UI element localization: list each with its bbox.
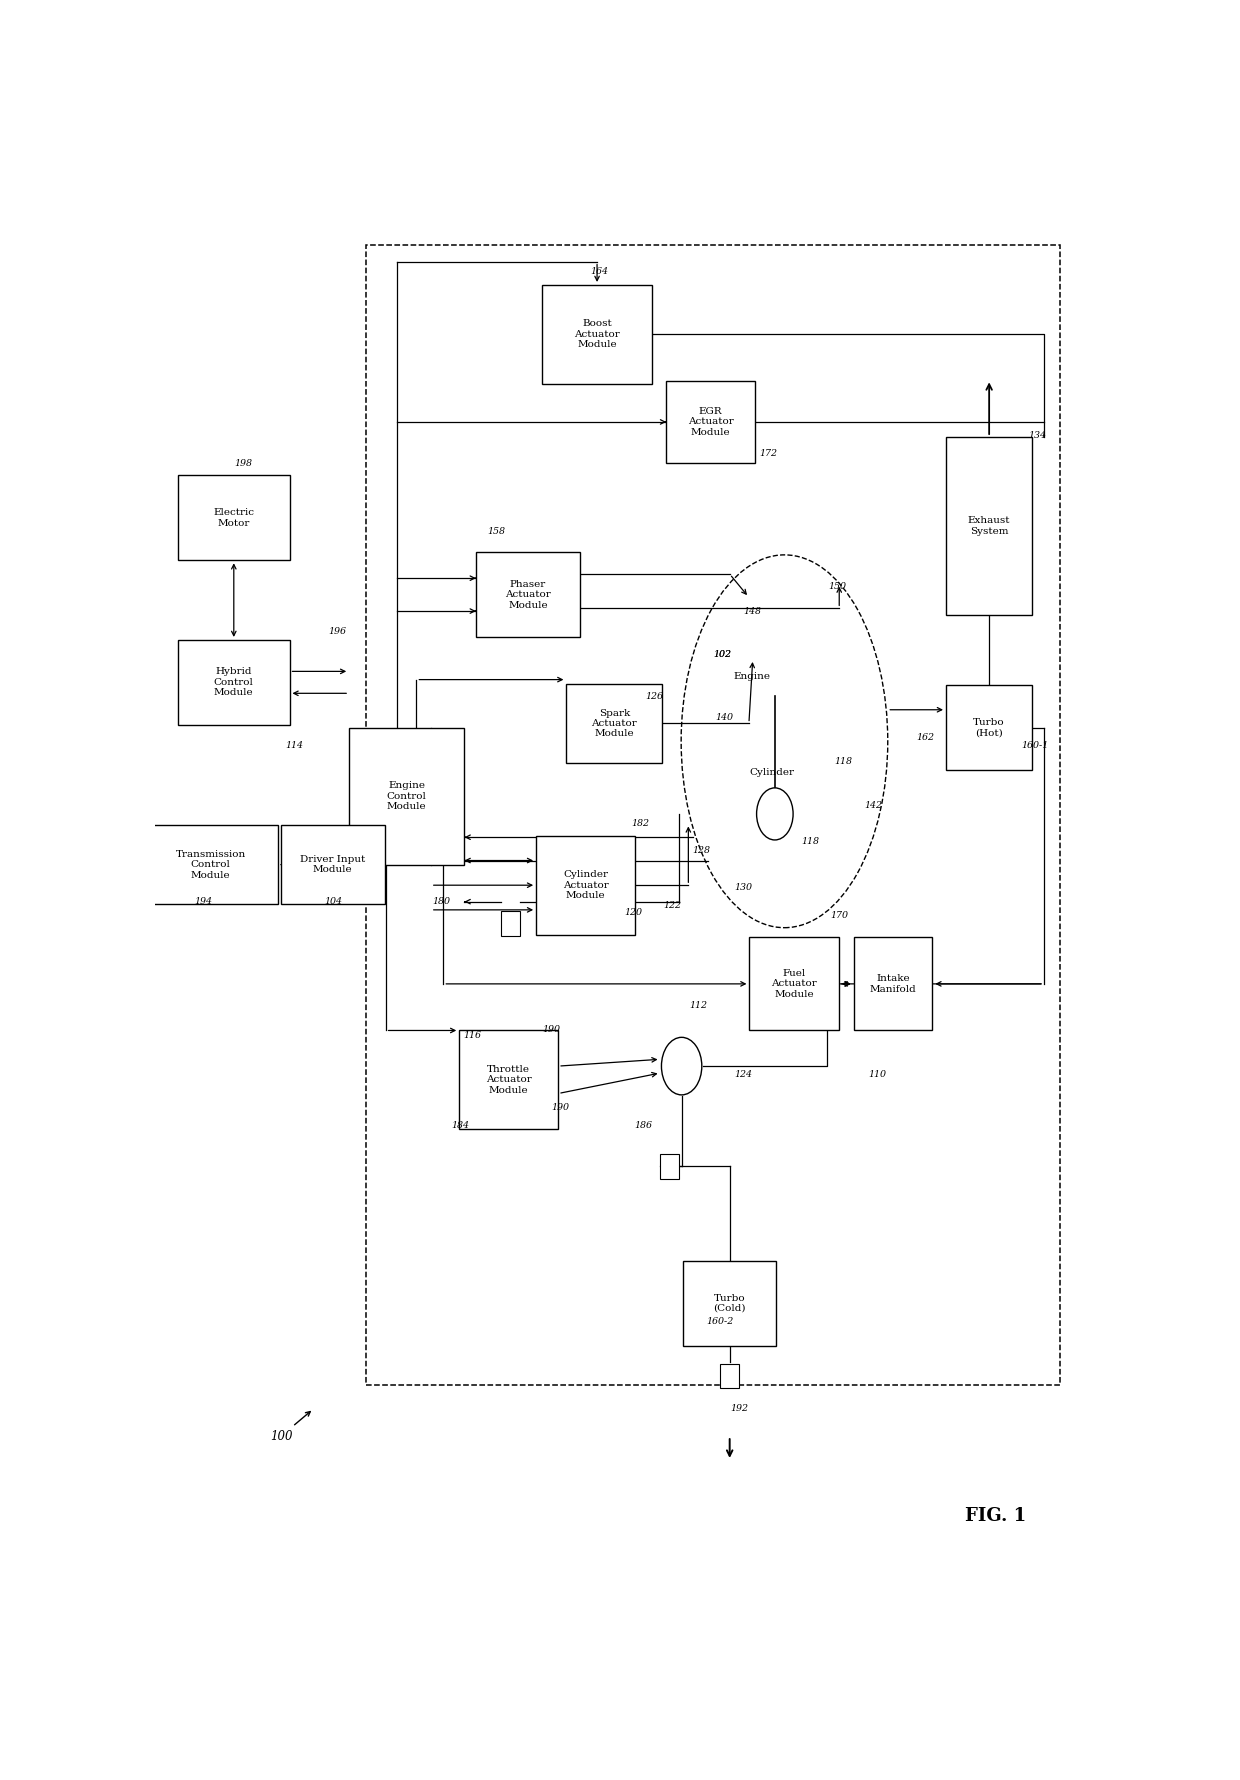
FancyBboxPatch shape — [720, 1363, 739, 1388]
Text: 186: 186 — [634, 1121, 652, 1130]
Text: FIG. 1: FIG. 1 — [965, 1506, 1027, 1525]
Text: 194: 194 — [193, 897, 212, 906]
FancyBboxPatch shape — [476, 552, 580, 637]
Text: 148: 148 — [744, 607, 761, 616]
Text: 158: 158 — [487, 527, 505, 536]
Text: 170: 170 — [831, 911, 848, 920]
Text: Turbo
(Cold): Turbo (Cold) — [713, 1294, 746, 1314]
Text: 112: 112 — [689, 1002, 707, 1011]
Text: 130: 130 — [734, 883, 753, 892]
Text: 184: 184 — [451, 1121, 470, 1130]
Text: Hybrid
Control
Module: Hybrid Control Module — [213, 668, 254, 698]
Text: 190: 190 — [552, 1104, 569, 1112]
Text: 142: 142 — [864, 801, 883, 810]
Text: Boost
Actuator
Module: Boost Actuator Module — [574, 319, 620, 349]
Text: Throttle
Actuator
Module: Throttle Actuator Module — [486, 1064, 532, 1095]
Text: Spark
Actuator
Module: Spark Actuator Module — [591, 708, 637, 739]
Text: EGR
Actuator
Module: EGR Actuator Module — [688, 408, 733, 436]
Text: 160-1: 160-1 — [1022, 740, 1049, 749]
Text: Cylinder: Cylinder — [749, 769, 795, 778]
Text: 118: 118 — [835, 756, 852, 767]
FancyBboxPatch shape — [350, 728, 465, 865]
Text: 116: 116 — [463, 1031, 481, 1041]
FancyBboxPatch shape — [946, 685, 1033, 771]
Text: Intake
Manifold: Intake Manifold — [869, 974, 916, 993]
Text: 198: 198 — [234, 459, 253, 468]
FancyBboxPatch shape — [660, 1153, 678, 1178]
Text: Fuel
Actuator
Module: Fuel Actuator Module — [771, 968, 817, 999]
Text: 196: 196 — [329, 627, 347, 635]
Ellipse shape — [681, 555, 888, 927]
Text: Exhaust
System: Exhaust System — [968, 516, 1011, 536]
Text: 126: 126 — [646, 692, 663, 701]
FancyBboxPatch shape — [281, 824, 384, 904]
Text: Engine: Engine — [734, 673, 770, 682]
Text: Electric
Motor: Electric Motor — [213, 507, 254, 527]
Text: 182: 182 — [631, 819, 650, 828]
Text: 114: 114 — [285, 740, 304, 749]
FancyBboxPatch shape — [946, 438, 1033, 616]
Text: 124: 124 — [734, 1070, 753, 1079]
FancyBboxPatch shape — [501, 911, 521, 936]
FancyBboxPatch shape — [536, 837, 635, 934]
Text: 134: 134 — [1028, 431, 1047, 440]
Text: 128: 128 — [692, 847, 709, 856]
Text: 140: 140 — [715, 714, 733, 723]
Text: Engine
Control
Module: Engine Control Module — [387, 781, 427, 812]
Text: 100: 100 — [270, 1429, 293, 1442]
Text: Cylinder
Actuator
Module: Cylinder Actuator Module — [563, 870, 609, 901]
FancyBboxPatch shape — [749, 938, 838, 1031]
Text: 164: 164 — [590, 267, 608, 276]
FancyBboxPatch shape — [567, 684, 662, 764]
FancyBboxPatch shape — [683, 1260, 776, 1346]
Text: 104: 104 — [325, 897, 342, 906]
Text: Turbo
(Hot): Turbo (Hot) — [973, 717, 1004, 737]
Text: 160-2: 160-2 — [707, 1317, 734, 1326]
Text: 122: 122 — [663, 901, 681, 910]
Text: 120: 120 — [625, 908, 642, 917]
Text: 180: 180 — [433, 897, 450, 906]
FancyBboxPatch shape — [144, 824, 278, 904]
FancyBboxPatch shape — [542, 285, 652, 383]
Text: 172: 172 — [759, 449, 777, 457]
Circle shape — [661, 1038, 702, 1095]
FancyBboxPatch shape — [459, 1031, 558, 1129]
Text: Transmission
Control
Module: Transmission Control Module — [176, 849, 246, 879]
Text: Phaser
Actuator
Module: Phaser Actuator Module — [505, 580, 551, 609]
FancyBboxPatch shape — [179, 475, 290, 561]
Circle shape — [756, 789, 794, 840]
Text: 102: 102 — [713, 650, 732, 659]
FancyBboxPatch shape — [179, 639, 290, 724]
Text: 192: 192 — [730, 1404, 748, 1413]
Text: 110: 110 — [869, 1070, 887, 1079]
FancyBboxPatch shape — [666, 381, 755, 463]
Text: 102: 102 — [713, 650, 732, 659]
Text: Driver Input
Module: Driver Input Module — [300, 854, 366, 874]
Text: 190: 190 — [542, 1025, 560, 1034]
Text: 150: 150 — [828, 582, 847, 591]
Text: 162: 162 — [916, 733, 935, 742]
FancyBboxPatch shape — [853, 938, 932, 1031]
Text: 118: 118 — [801, 837, 820, 845]
